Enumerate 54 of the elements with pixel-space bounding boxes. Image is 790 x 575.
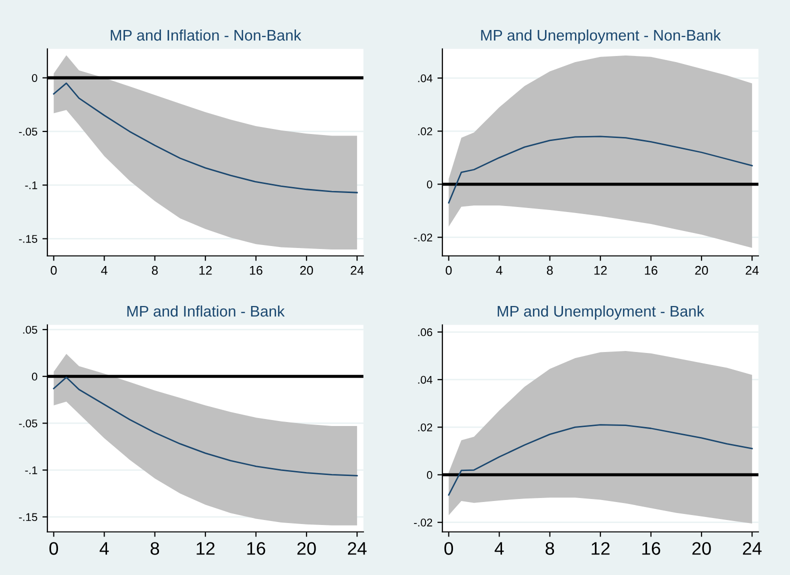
x-tick-label: 24 <box>746 266 759 275</box>
x-tick-label: 0 <box>446 266 452 275</box>
y-tick-label: -.05 <box>19 419 38 428</box>
x-tick-label: 12 <box>199 266 212 275</box>
x-tick-label: 12 <box>594 266 607 275</box>
y-tick-label: -.15 <box>19 235 38 243</box>
x-tick-label: 16 <box>247 542 266 555</box>
x-tick-label: 12 <box>196 542 215 555</box>
x-tick-label: 24 <box>742 542 762 555</box>
y-tick-label: 0 <box>426 180 432 188</box>
x-tick-label: 0 <box>444 542 454 555</box>
x-tick-label: 8 <box>150 542 160 555</box>
line-series <box>448 136 753 204</box>
line-series <box>448 424 753 496</box>
y-tick-label: .04 <box>418 376 432 384</box>
x-tick-label: 16 <box>642 542 660 555</box>
y-tick-label: -.02 <box>414 518 432 526</box>
x-tick-label: 8 <box>546 542 554 555</box>
x-tick-label: 8 <box>546 266 553 275</box>
x-tick-label: 20 <box>297 542 316 555</box>
x-tick-label: 24 <box>348 542 367 555</box>
y-tick-label: -.1 <box>25 466 38 474</box>
x-tick-label: 4 <box>494 542 504 555</box>
x-tick-label: 20 <box>692 542 711 555</box>
x-tick-label: 16 <box>250 266 262 275</box>
y-tick-label: -.1 <box>25 181 38 190</box>
line-series <box>53 82 358 194</box>
chart-title: MP and Unemployment - Bank <box>498 305 704 320</box>
x-tick-label: 4 <box>100 542 109 555</box>
x-tick-label: 4 <box>496 266 502 275</box>
y-tick-label: .04 <box>418 74 432 82</box>
x-tick-label: 12 <box>592 542 610 555</box>
y-tick-label: .06 <box>418 328 432 336</box>
chart-title: MP and Inflation - Non-Bank <box>110 29 302 41</box>
chart-title: MP and Unemployment - Non-Bank <box>481 29 721 44</box>
y-tick-label: 0 <box>32 74 38 82</box>
y-tick-label: .02 <box>418 423 432 432</box>
y-tick-label: .02 <box>418 127 432 136</box>
chart-title: MP and Inflation - Bank <box>127 305 285 317</box>
y-tick-label: 0 <box>32 372 38 381</box>
y-tick-label: .05 <box>23 326 38 334</box>
y-tick-label: 0 <box>426 471 432 479</box>
x-tick-label: 24 <box>350 266 364 275</box>
x-tick-label: 20 <box>300 266 313 275</box>
y-tick-label: -.15 <box>19 513 38 522</box>
x-tick-label: 0 <box>50 266 57 275</box>
x-tick-label: 0 <box>49 542 58 555</box>
x-tick-label: 8 <box>152 266 158 275</box>
line-series <box>53 376 358 476</box>
x-tick-label: 16 <box>644 266 658 275</box>
x-tick-label: 20 <box>695 266 708 275</box>
y-tick-label: -.05 <box>19 128 38 136</box>
x-tick-label: 4 <box>101 266 108 275</box>
y-tick-label: -.02 <box>414 234 432 242</box>
